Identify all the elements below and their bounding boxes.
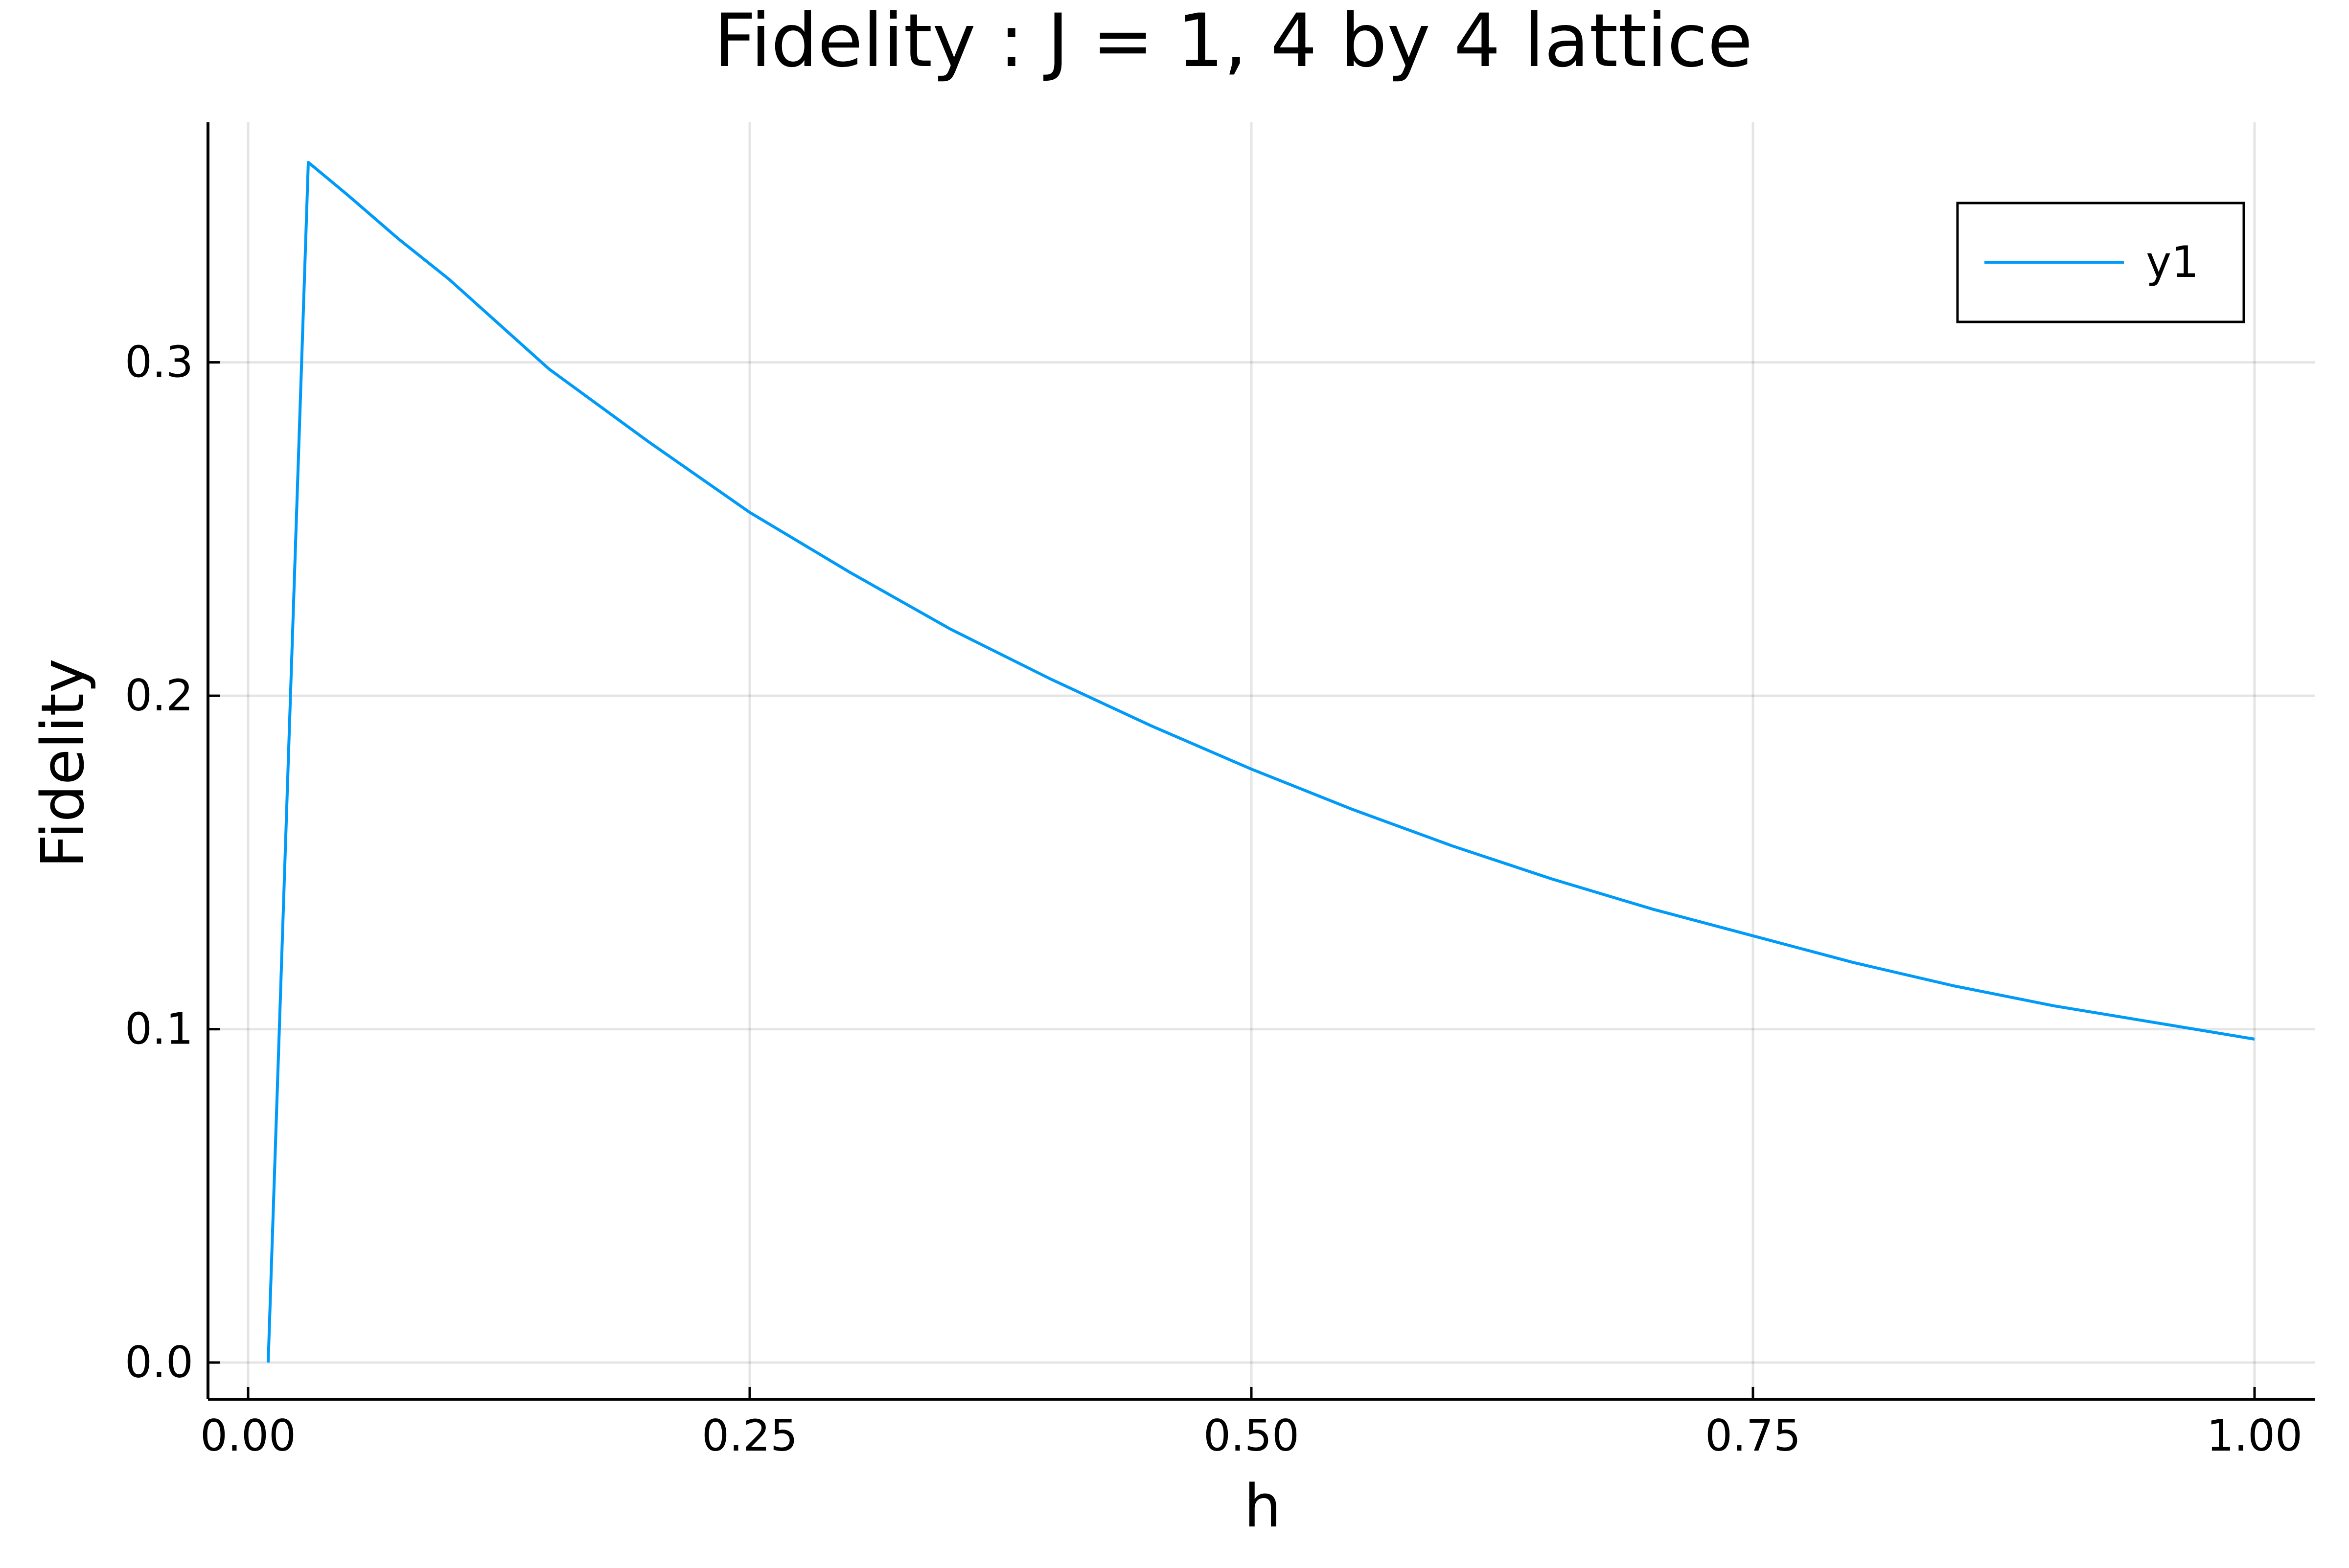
x-tick-label: 0.00	[200, 1410, 296, 1461]
x-tick-label: 0.75	[1705, 1410, 1801, 1461]
y-tick-label: 0.0	[125, 1337, 193, 1387]
y-tick-label: 0.2	[125, 670, 193, 721]
data-point	[1350, 808, 1353, 811]
data-point	[1049, 678, 1052, 681]
x-tick-label: 0.25	[702, 1410, 798, 1461]
data-point	[1551, 878, 1554, 881]
legend: y1	[1956, 202, 2245, 323]
data-point	[1250, 768, 1253, 771]
data-point	[1651, 908, 1654, 910]
data-point	[849, 571, 852, 574]
data-point	[1952, 984, 1955, 987]
x-tick-label: 0.50	[1203, 1410, 1299, 1461]
y-tick-label: 0.3	[125, 337, 193, 387]
series	[267, 160, 2256, 1364]
grid	[208, 122, 2315, 1399]
data-point	[748, 511, 751, 514]
x-tick-label: 1.00	[2207, 1410, 2303, 1461]
data-point	[648, 441, 651, 444]
data-point	[2052, 1004, 2055, 1007]
data-point	[548, 367, 551, 370]
data-point	[2253, 1038, 2256, 1041]
axes	[207, 122, 2315, 1401]
y-tick-label: 0.1	[125, 1004, 193, 1054]
data-point	[2153, 1021, 2156, 1024]
data-point	[1852, 961, 1855, 964]
data-point	[267, 1361, 270, 1364]
data-point	[1150, 724, 1152, 727]
data-point	[949, 628, 952, 631]
data-point	[447, 277, 450, 280]
data-point	[347, 194, 350, 197]
x-axis-label: h	[1244, 1473, 1281, 1541]
data-point	[397, 238, 400, 241]
data-point	[307, 161, 310, 164]
ticks: 0.00 0.25 0.50 0.75 1.00 0.0 0.1 0.2 0.3	[125, 337, 2303, 1461]
y-axis-label: Fidelity	[29, 659, 97, 868]
series-line-y1	[267, 160, 2255, 1363]
chart-title: Fidelity : J = 1, 4 by 4 lattice	[714, 0, 1753, 84]
legend-label-y1: y1	[2146, 237, 2199, 287]
data-point	[1751, 934, 1754, 937]
data-point	[1451, 844, 1453, 847]
